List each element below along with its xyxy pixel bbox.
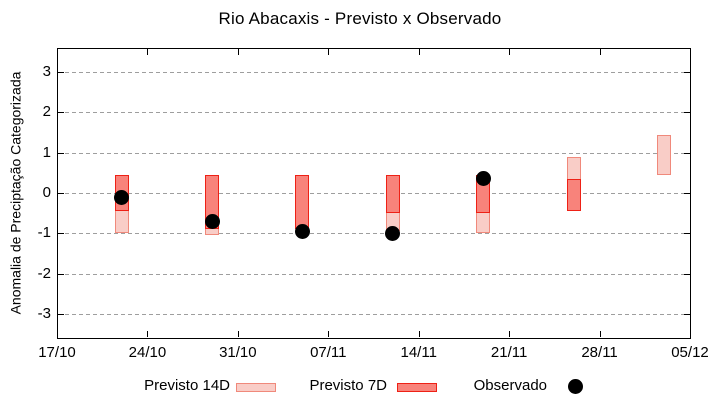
previsto-14d-bar-03-12	[657, 134, 672, 175]
legend-label-observado: Observado	[473, 377, 547, 394]
y-tick-left	[58, 152, 64, 154]
gridline-y2	[58, 112, 689, 114]
x-tick-top	[690, 49, 691, 55]
x-tick-label-31-10: 31/10	[219, 344, 257, 361]
gridline-y0	[58, 193, 689, 194]
legend-swatch-previsto-7d	[397, 383, 437, 392]
y-tick-left	[58, 233, 64, 235]
y-tick-label--2: -2	[37, 264, 51, 282]
observado-dot-05-11	[294, 223, 310, 239]
legend-label-previsto-14d: Previsto 14D	[144, 377, 230, 394]
previsto-7d-bar-05-11	[295, 174, 310, 230]
gridline-y1	[58, 152, 689, 154]
y-tick-left	[58, 273, 64, 275]
y-tick-label--1: -1	[37, 224, 51, 242]
legend-label-previsto-7d: Previsto 7D	[309, 377, 387, 394]
gridline-y-1	[58, 233, 689, 235]
y-tick-right	[684, 112, 690, 114]
gridline-y3	[58, 72, 689, 74]
x-tick-label-17-10: 17/10	[38, 344, 76, 361]
observado-dot-19-11	[475, 171, 491, 187]
chart-title: Rio Abacaxis - Previsto x Observado	[218, 9, 502, 28]
x-tick-bottom	[57, 331, 58, 337]
gridline-y-2	[58, 273, 689, 275]
x-tick-label-21-11: 21/11	[490, 344, 528, 361]
x-tick-label-05-12: 05/12	[671, 344, 709, 361]
x-tick-top	[509, 49, 511, 55]
legend-swatch-previsto-14d	[236, 383, 276, 392]
x-tick-bottom	[237, 331, 239, 337]
y-tick-label-2: 2	[42, 103, 51, 121]
previsto-7d-bar-26-11	[566, 178, 581, 212]
previsto-7d-bar-12-11	[385, 174, 400, 214]
legend-swatch-observado-dot	[568, 379, 583, 394]
y-tick-right	[684, 233, 690, 235]
x-tick-label-24-10: 24/10	[128, 344, 167, 361]
observado-dot-12-11	[385, 225, 401, 241]
y-tick-right	[684, 273, 690, 275]
y-tick-right	[684, 193, 690, 194]
x-tick-label-14-11: 14/11	[400, 344, 437, 361]
x-tick-top	[599, 49, 601, 55]
y-tick-label-1: 1	[42, 143, 51, 161]
gridline-y-3	[58, 313, 689, 315]
y-tick-right	[684, 313, 690, 315]
y-tick-right	[684, 72, 690, 74]
x-tick-bottom	[147, 331, 149, 337]
observado-dot-29-10	[204, 213, 220, 229]
x-tick-top	[57, 49, 58, 55]
y-tick-label-0: 0	[42, 184, 51, 201]
y-tick-right	[684, 152, 690, 154]
x-tick-bottom	[328, 331, 330, 337]
y-tick-left	[58, 313, 64, 315]
x-tick-label-28-11: 28/11	[581, 344, 618, 361]
x-tick-bottom	[599, 331, 601, 337]
plot-area	[57, 48, 691, 339]
x-tick-top	[237, 49, 239, 55]
y-tick-left	[58, 193, 64, 194]
x-tick-bottom	[509, 331, 511, 337]
x-tick-top	[418, 49, 420, 55]
x-tick-bottom	[690, 331, 691, 337]
x-tick-top	[147, 49, 149, 55]
y-tick-label-3: 3	[42, 63, 51, 81]
y-tick-left	[58, 72, 64, 74]
x-tick-bottom	[418, 331, 420, 337]
y-tick-label--3: -3	[37, 304, 51, 322]
x-tick-top	[328, 49, 330, 55]
x-tick-label-07-11: 07/11	[310, 344, 347, 361]
observado-dot-22-10	[114, 189, 130, 205]
y-tick-left	[58, 112, 64, 114]
